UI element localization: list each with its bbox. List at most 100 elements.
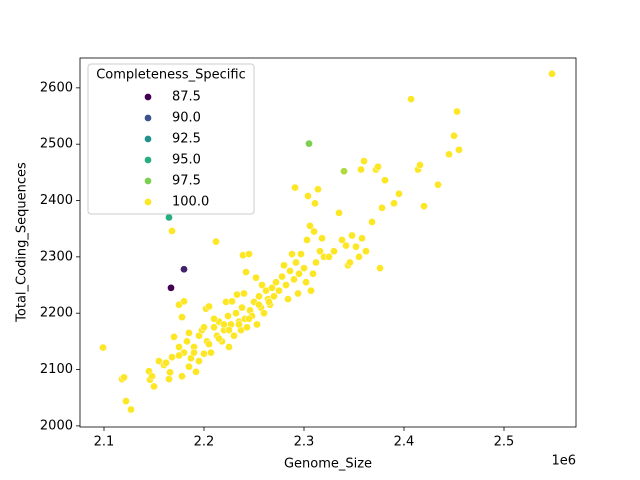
point [445, 150, 453, 159]
point [245, 314, 253, 323]
point [253, 320, 261, 329]
point [225, 343, 233, 351]
y-tick-label: 2300 [40, 249, 73, 264]
point [304, 192, 312, 200]
point [335, 209, 343, 217]
point [294, 289, 302, 298]
point [312, 258, 320, 267]
point [220, 320, 228, 329]
point [282, 281, 290, 289]
x-tick-label: 2.4 [394, 435, 415, 450]
point [212, 237, 220, 246]
point [195, 357, 203, 365]
point [245, 250, 253, 258]
y-tick-label: 2200 [40, 306, 73, 321]
point [233, 290, 241, 299]
point [295, 269, 303, 278]
x-tick-label: 2.3 [294, 435, 315, 450]
point [305, 139, 313, 148]
point [268, 284, 276, 292]
point [150, 382, 158, 391]
y-tick-label: 2000 [40, 418, 73, 433]
plot-frame [79, 57, 577, 428]
point [284, 295, 292, 303]
y-tick-label: 2400 [40, 193, 73, 208]
point [342, 241, 350, 250]
point [192, 367, 200, 376]
point [180, 265, 188, 274]
point [185, 362, 193, 371]
point [352, 242, 360, 251]
x-tick-label: 2.5 [494, 435, 515, 450]
point [166, 368, 174, 377]
point [348, 231, 356, 240]
point [376, 264, 384, 272]
point [224, 312, 232, 320]
point [288, 250, 296, 258]
point [318, 234, 326, 243]
point [362, 247, 370, 256]
point [215, 334, 223, 343]
y-tick-label: 2600 [40, 80, 73, 95]
point [167, 284, 175, 292]
point [291, 183, 299, 192]
legend-marker [144, 93, 152, 101]
point [453, 107, 461, 116]
point [235, 320, 243, 329]
point [255, 292, 263, 301]
point [232, 309, 240, 318]
x-tick-label: 2.2 [194, 435, 215, 450]
point [225, 326, 233, 334]
point [300, 264, 308, 272]
point [395, 189, 403, 198]
y-tick-label: 2500 [40, 137, 73, 152]
point [455, 145, 463, 154]
legend-box [87, 63, 255, 215]
point [148, 372, 156, 381]
point [168, 227, 176, 235]
point [314, 185, 322, 194]
legend-label: 87.5 [172, 90, 201, 105]
point [416, 161, 424, 169]
x-tick-label: 2.1 [94, 435, 115, 450]
point [290, 275, 298, 284]
point [207, 348, 215, 357]
legend-label: 97.5 [172, 174, 201, 189]
point [238, 303, 246, 312]
legend-marker [144, 198, 152, 206]
x-axis-label: Genome_Size [284, 457, 372, 472]
point [346, 258, 354, 267]
point [180, 297, 188, 306]
point [357, 165, 365, 174]
point [190, 348, 198, 357]
legend-marker [144, 177, 152, 185]
point [122, 397, 130, 405]
legend-marker [144, 135, 152, 143]
point [243, 323, 251, 332]
point [420, 202, 428, 211]
point [200, 349, 208, 358]
point [178, 313, 186, 321]
legend-marker [144, 156, 152, 164]
legend-title: Completeness_Specific [96, 68, 246, 83]
point [302, 278, 310, 287]
point [278, 272, 286, 281]
point [168, 353, 176, 361]
point [340, 167, 348, 176]
point [165, 375, 173, 383]
point [316, 247, 324, 256]
point [378, 204, 386, 212]
legend-label: 90.0 [172, 111, 201, 126]
point [390, 199, 398, 208]
point [374, 162, 382, 171]
legend-label: 95.0 [172, 153, 201, 168]
point [240, 289, 248, 298]
legend-label: 100.0 [172, 195, 209, 210]
point [162, 358, 170, 367]
point [127, 405, 135, 414]
point [210, 314, 218, 323]
point [311, 199, 319, 208]
legend-label: 92.5 [172, 132, 201, 147]
x-offset-label: 1e6 [551, 454, 576, 469]
point [175, 343, 183, 351]
